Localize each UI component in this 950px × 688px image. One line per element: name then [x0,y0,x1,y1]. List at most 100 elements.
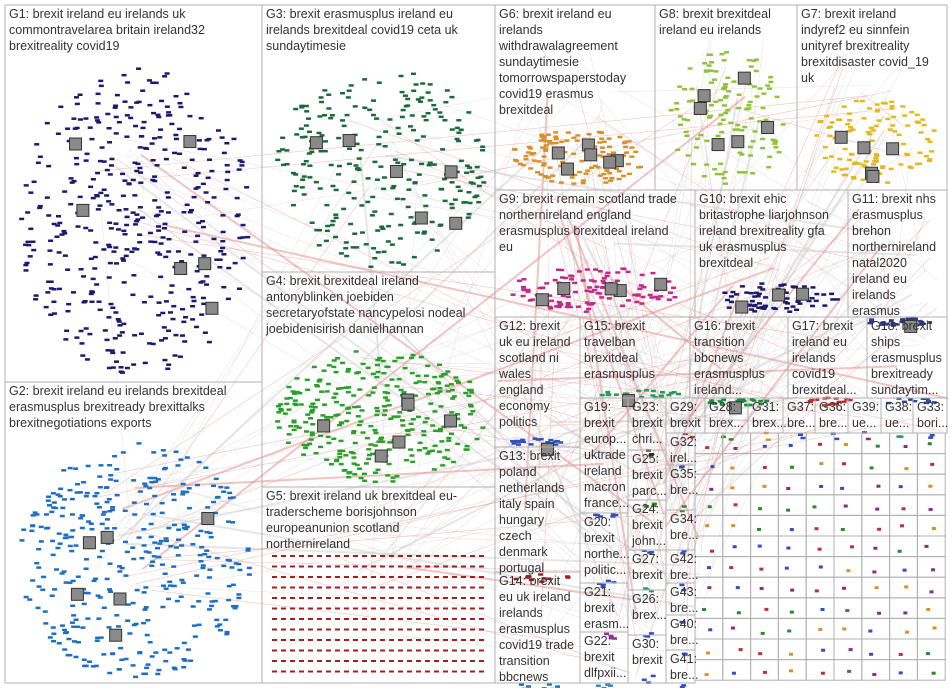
node [71,179,77,183]
group-label: transition [694,335,745,349]
node [371,618,376,620]
node [170,317,176,321]
node [385,399,391,402]
node [136,67,142,70]
edge [355,263,754,388]
node [221,253,227,256]
node [375,370,381,374]
node [90,665,96,668]
node [721,104,727,107]
node [704,139,710,143]
node [87,332,93,336]
group-label: covid19 trade [499,638,574,652]
node [322,89,328,92]
node [230,583,236,587]
node [374,413,380,417]
node [165,196,171,199]
node [362,607,367,610]
node [351,180,357,183]
node [392,359,398,363]
node [162,572,168,576]
node [143,484,149,488]
node [272,565,277,568]
node [407,628,412,631]
node [523,158,529,161]
node [119,371,125,374]
node [605,390,611,394]
node [345,370,351,373]
node [923,154,929,158]
node [790,285,796,288]
node [83,567,89,571]
node [381,250,387,254]
node [118,646,124,650]
node [137,206,143,209]
node [821,404,827,407]
node [469,170,475,173]
node [560,160,566,164]
node [573,290,579,294]
node [409,114,415,117]
node [731,524,736,528]
node [733,446,738,450]
node [134,220,140,223]
node [395,126,401,130]
node [316,131,322,135]
node [848,125,854,129]
node [781,283,787,286]
node [159,339,165,342]
node [818,119,824,123]
edge [152,139,352,519]
node [650,389,656,393]
node [223,618,229,622]
node [613,513,619,517]
node [877,527,882,531]
node [147,231,153,235]
node [458,159,464,163]
node [819,484,824,488]
node [359,231,365,234]
group-label: G15: brexit [584,319,646,333]
edge [369,178,584,251]
group-label: bre... [787,416,816,430]
node [57,495,63,498]
group-label: G10: brexit ehic [699,192,787,206]
node [901,507,906,511]
node [187,114,193,118]
node [140,126,146,130]
node [344,113,350,117]
node [157,542,163,545]
edge [140,234,847,342]
node [92,494,98,498]
node [85,464,91,468]
node [185,648,191,651]
edge [142,512,695,608]
node [760,106,766,110]
node [381,371,387,375]
node [240,236,246,239]
node [362,649,367,652]
group-label: bre... [670,633,699,647]
node [108,164,114,167]
node [443,597,448,599]
node [682,653,688,656]
node [281,586,286,589]
node [182,230,188,234]
node [134,213,140,216]
node [278,407,284,411]
group-label: G30: [632,637,659,651]
node [853,99,859,103]
node [874,586,879,590]
node [106,243,112,247]
node [865,130,871,134]
node [442,177,448,181]
node [461,565,466,568]
node [772,142,778,145]
node [48,280,54,283]
node [658,295,664,298]
node [525,151,531,154]
node [132,161,138,165]
node [47,263,53,266]
node [196,623,202,627]
node [34,143,40,146]
